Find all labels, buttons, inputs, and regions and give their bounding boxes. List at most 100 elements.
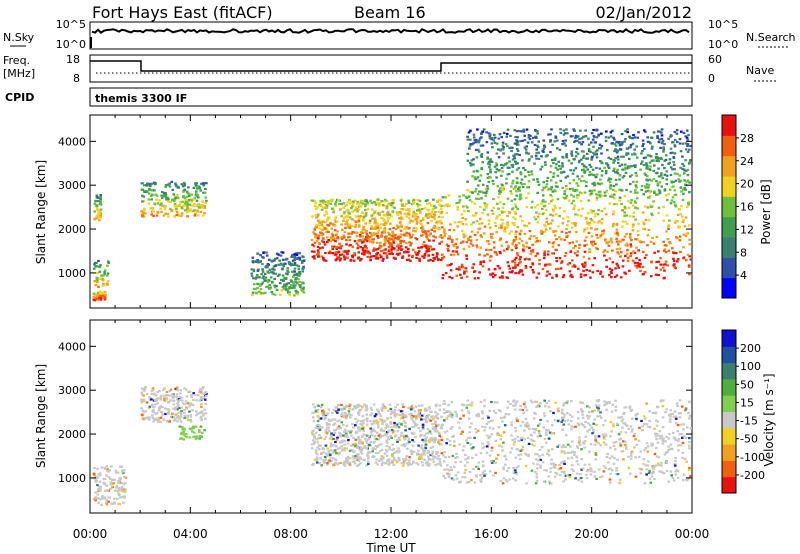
range-gate-cell [569, 451, 572, 454]
range-gate-cell [577, 161, 581, 164]
range-gate-cell [101, 496, 104, 499]
range-gate-cell [516, 149, 520, 153]
range-gate-cell [448, 410, 451, 413]
range-gate-cell [516, 252, 519, 255]
range-gate-cell [154, 193, 157, 196]
range-gate-cell [630, 239, 633, 242]
range-gate-cell [184, 202, 187, 205]
range-gate-cell [117, 492, 120, 495]
range-gate-cell [573, 189, 577, 193]
range-gate-cell [433, 441, 436, 444]
range-gate-cell [180, 206, 184, 209]
range-gate-cell [638, 259, 641, 262]
range-gate-cell [280, 251, 283, 254]
range-gate-cell [149, 195, 153, 198]
range-gate-cell [455, 250, 459, 253]
range-gate-cell [255, 292, 259, 295]
range-gate-cell [443, 229, 446, 232]
range-gate-cell [156, 402, 159, 405]
range-gate-cell [96, 277, 99, 280]
range-gate-cell [557, 225, 560, 228]
range-gate-cell [632, 211, 636, 214]
range-gate-cell [358, 448, 362, 451]
range-gate-cell [524, 265, 528, 268]
range-gate-cell [469, 143, 472, 146]
range-gate-cell [424, 409, 428, 412]
range-gate-cell [318, 424, 321, 427]
range-gate-cell [606, 149, 609, 152]
range-gate-cell [609, 184, 613, 187]
range-gate-cell [380, 463, 384, 467]
range-gate-cell [622, 174, 626, 178]
range-gate-cell [481, 144, 485, 147]
power-colorbar-swatch [722, 155, 736, 177]
range-gate-cell [467, 210, 470, 213]
range-gate-cell [595, 198, 599, 201]
range-gate-cell [583, 239, 587, 242]
range-gate-cell [672, 251, 676, 255]
range-gate-cell [620, 143, 623, 146]
range-gate-cell [380, 216, 383, 219]
range-gate-cell [534, 128, 537, 132]
power-colorbar-swatch [722, 257, 736, 279]
range-gate-cell [511, 146, 514, 149]
range-gate-cell [451, 435, 454, 438]
range-gate-cell [625, 152, 628, 155]
range-gate-cell [626, 128, 629, 131]
range-gate-cell [418, 199, 422, 202]
range-gate-cell [609, 237, 613, 240]
range-gate-cell [661, 416, 665, 419]
range-gate-cell [286, 267, 290, 270]
range-gate-cell [361, 231, 364, 234]
range-gate-cell [147, 198, 151, 201]
range-gate-cell [315, 457, 319, 460]
range-gate-cell [637, 222, 640, 225]
range-gate-cell [511, 242, 515, 245]
range-gate-cell [143, 417, 147, 420]
range-gate-cell [199, 387, 202, 390]
range-gate-cell [329, 434, 333, 437]
range-gate-cell [357, 442, 361, 445]
range-gate-cell [195, 190, 198, 193]
range-gate-cell [686, 150, 690, 153]
range-gate-cell [282, 287, 286, 291]
range-gate-cell [375, 437, 379, 441]
range-gate-cell [189, 428, 193, 431]
range-gate-cell [436, 451, 440, 454]
range-gate-cell [537, 140, 540, 143]
range-gate-cell [603, 166, 606, 169]
range-gate-cell [511, 170, 514, 173]
range-gate-cell [502, 131, 506, 134]
range-gate-cell [356, 247, 360, 250]
range-gate-cell [175, 398, 179, 401]
range-gate-cell [422, 440, 425, 443]
range-gate-cell [314, 233, 318, 236]
range-gate-cell [578, 178, 581, 181]
range-gate-cell [624, 130, 627, 133]
range-gate-cell [585, 268, 588, 272]
range-gate-cell [534, 240, 538, 243]
range-gate-cell [338, 451, 341, 454]
range-gate-cell [620, 163, 624, 166]
range-gate-cell [383, 227, 387, 230]
range-gate-cell [488, 134, 492, 138]
range-gate-cell [465, 241, 469, 244]
range-gate-cell [142, 411, 146, 414]
range-gate-cell [313, 250, 316, 253]
range-gate-cell [595, 128, 598, 131]
range-gate-cell [171, 199, 174, 202]
range-gate-cell [583, 250, 587, 253]
range-gate-cell [548, 273, 551, 276]
range-gate-cell [98, 209, 102, 212]
range-gate-cell [573, 129, 576, 132]
range-gate-cell [106, 469, 109, 472]
range-gate-cell [582, 154, 586, 157]
range-gate-cell [374, 232, 377, 235]
range-gate-cell [329, 456, 332, 459]
range-gate-cell [146, 182, 150, 185]
range-gate-cell [416, 413, 420, 416]
range-gate-cell [164, 185, 168, 188]
range-gate-cell [578, 129, 582, 132]
range-gate-cell [268, 287, 272, 290]
range-gate-cell [602, 231, 605, 234]
